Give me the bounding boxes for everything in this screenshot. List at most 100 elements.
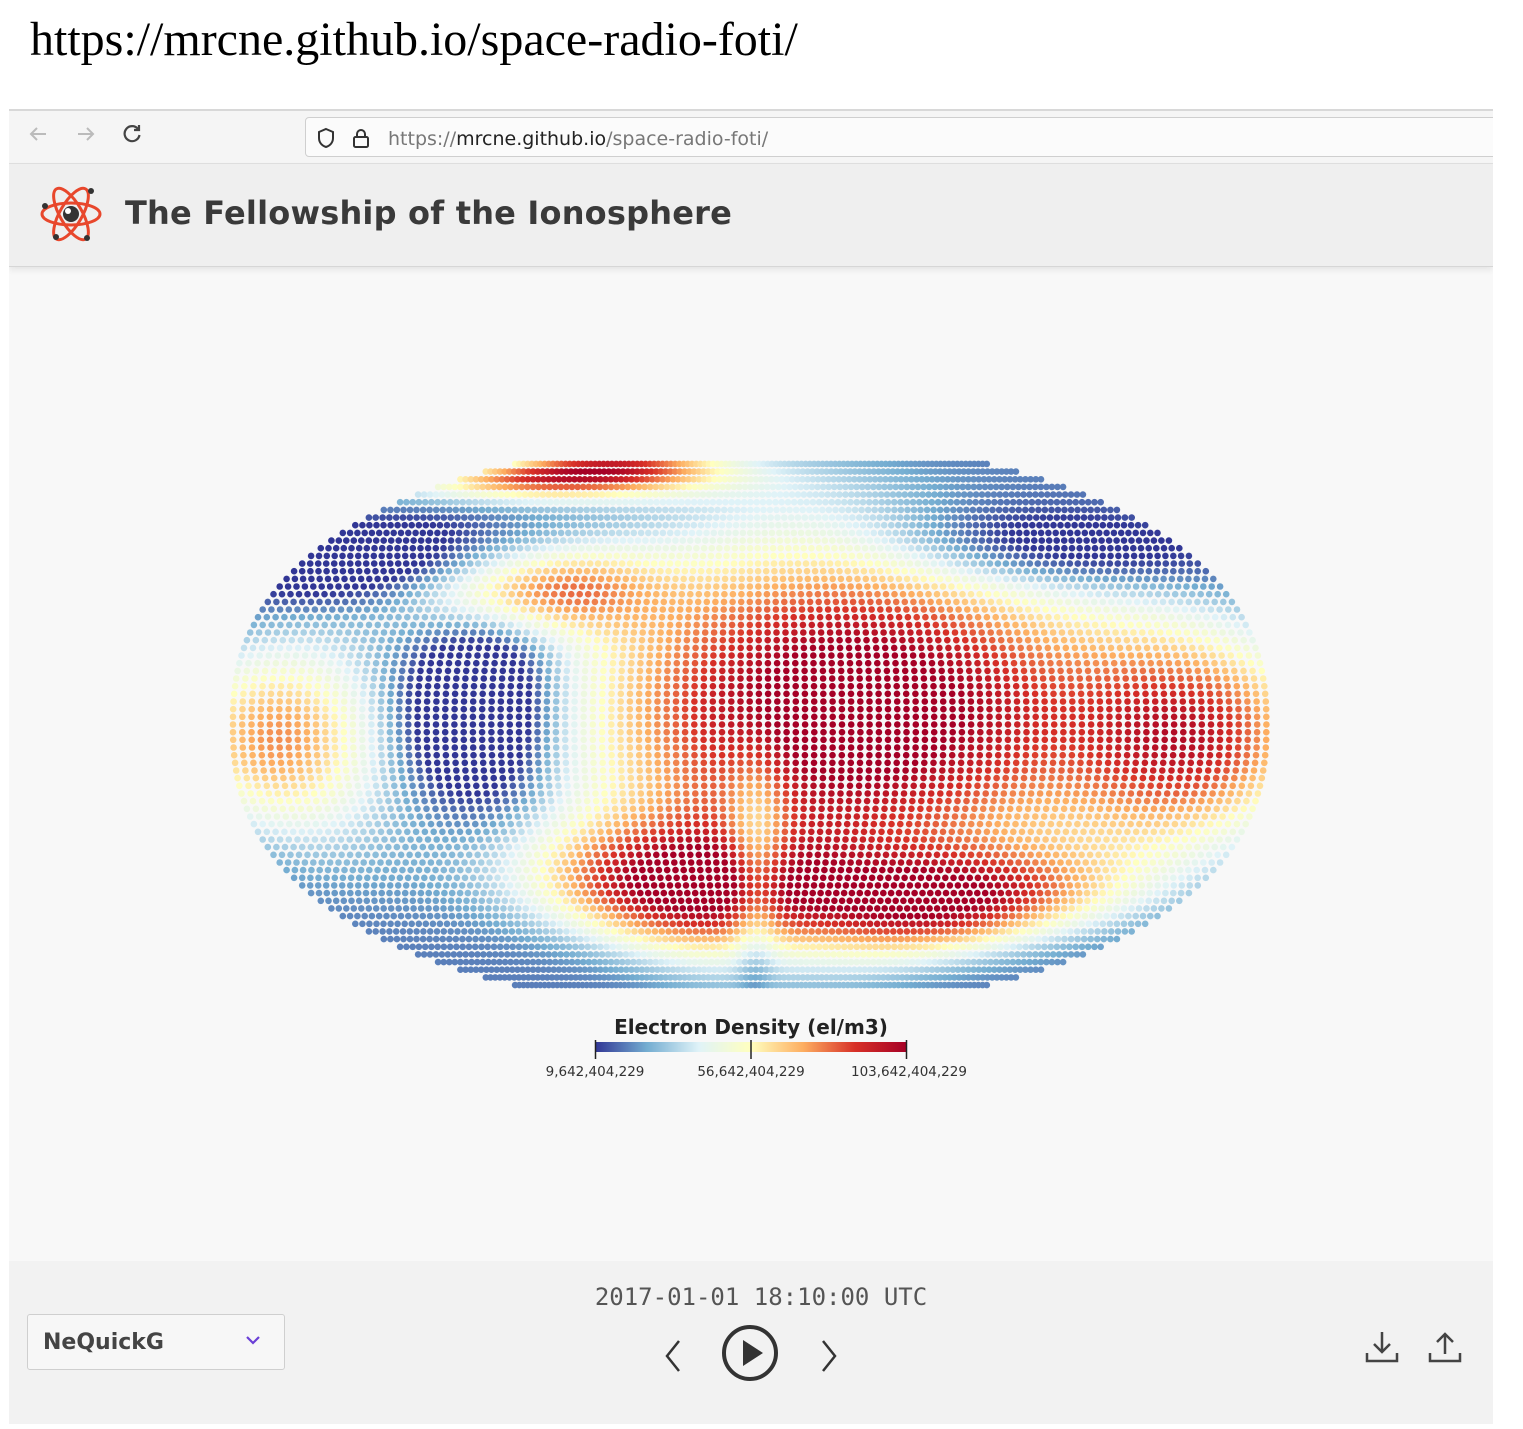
density-dot	[810, 751, 818, 759]
density-dot	[984, 491, 992, 498]
density-dot	[519, 583, 527, 590]
reload-button[interactable]	[117, 123, 147, 153]
density-dot	[240, 644, 248, 652]
density-dot	[597, 552, 605, 560]
density-dot	[436, 659, 444, 667]
density-dot	[939, 751, 947, 759]
density-dot	[755, 751, 763, 759]
density-dot	[869, 613, 876, 621]
density-dot	[1115, 698, 1122, 705]
density-dot	[608, 598, 616, 606]
density-dot	[920, 767, 928, 774]
density-dot	[858, 483, 866, 491]
density-dot	[331, 552, 338, 560]
density-dot	[1032, 583, 1039, 590]
density-dot	[1205, 590, 1213, 598]
density-dot	[501, 790, 509, 797]
density-dot	[718, 721, 726, 728]
density-dot	[474, 560, 482, 567]
density-dot	[1189, 721, 1196, 728]
density-dot	[709, 736, 717, 744]
density-dot	[948, 483, 955, 491]
density-dot	[809, 498, 817, 506]
atom-icon[interactable]	[39, 182, 103, 246]
back-button[interactable]	[23, 123, 53, 153]
density-dot	[716, 537, 724, 544]
density-dot	[1068, 537, 1075, 544]
density-dot	[992, 613, 999, 621]
density-dot	[560, 621, 568, 629]
density-dot	[885, 567, 892, 575]
density-dot	[847, 759, 855, 767]
density-dot	[808, 483, 816, 491]
density-dot	[498, 560, 506, 567]
density-dot	[563, 667, 571, 675]
density-dot	[409, 659, 416, 667]
density-dot	[604, 514, 611, 521]
density-dot	[769, 483, 777, 491]
density-dot	[608, 751, 615, 759]
density-dot	[638, 514, 645, 521]
density-dot	[387, 690, 394, 698]
density-dot	[764, 690, 772, 698]
density-dot	[792, 759, 799, 767]
density-dot	[977, 736, 984, 744]
density-dot	[1177, 767, 1184, 774]
density-dot	[725, 521, 733, 529]
density-dot	[318, 583, 325, 590]
density-dot	[706, 560, 714, 567]
density-dot	[540, 483, 548, 491]
address-bar[interactable]: https://mrcne.github.io/space-radio-foti…	[305, 117, 1493, 157]
density-dot	[552, 728, 560, 736]
density-dot	[627, 521, 634, 529]
density-dot	[774, 759, 781, 767]
density-dot	[772, 598, 779, 606]
density-dot	[654, 476, 661, 483]
density-dot	[746, 590, 754, 598]
density-dot	[979, 468, 986, 475]
density-dot	[951, 468, 958, 475]
density-dot	[835, 621, 842, 629]
density-dot	[362, 629, 370, 636]
density-dot	[851, 476, 858, 483]
electron-density-map[interactable]	[227, 452, 1277, 997]
density-dot	[582, 659, 589, 667]
density-dot	[746, 698, 753, 705]
density-dot	[670, 590, 677, 598]
density-dot	[354, 782, 362, 790]
density-dot	[1145, 544, 1152, 552]
density-dot	[864, 782, 872, 790]
density-dot	[638, 468, 646, 475]
density-dot	[782, 652, 790, 659]
density-dot	[479, 483, 486, 491]
density-dot	[617, 744, 624, 751]
density-dot	[517, 675, 524, 682]
density-dot	[535, 759, 542, 767]
density-dot	[313, 698, 320, 705]
density-dot	[415, 682, 423, 690]
density-dot	[938, 544, 945, 552]
density-dot	[741, 491, 748, 498]
density-dot	[783, 721, 790, 728]
density-dot	[777, 544, 784, 552]
density-dot	[801, 713, 809, 721]
density-dot	[394, 583, 401, 590]
density-dot	[894, 606, 901, 613]
density-dot	[900, 652, 908, 659]
density-dot	[537, 790, 545, 797]
density-dot	[373, 521, 380, 529]
density-dot	[649, 537, 657, 544]
density-dot	[1106, 721, 1113, 728]
density-dot	[440, 544, 447, 552]
density-dot	[574, 483, 581, 491]
density-dot	[524, 476, 532, 483]
forward-button[interactable]	[71, 123, 101, 153]
density-dot	[329, 606, 336, 613]
density-dot	[917, 514, 924, 521]
density-dot	[562, 698, 569, 705]
density-dot	[746, 667, 753, 675]
density-dot	[534, 498, 542, 506]
density-dot	[824, 521, 832, 529]
density-dot	[737, 721, 744, 728]
density-dot	[552, 713, 560, 721]
